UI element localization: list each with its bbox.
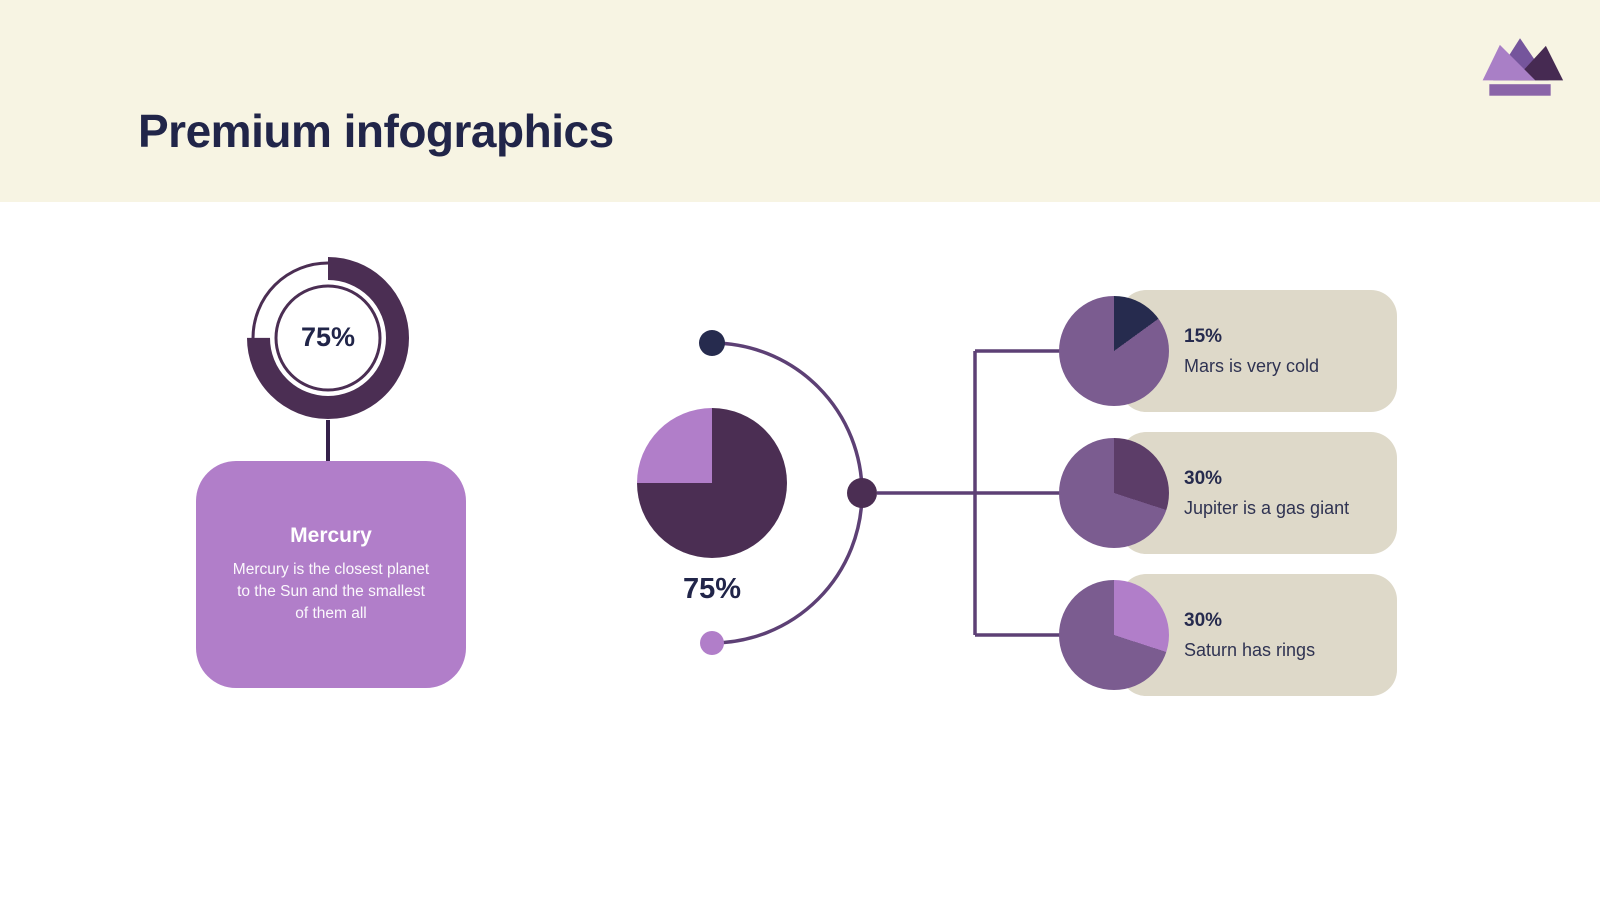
tree-connector-lines	[877, 349, 1065, 637]
saturn-description: Saturn has rings	[1184, 639, 1316, 660]
mars-percent-label: 15%	[1184, 325, 1223, 347]
arc-middle-dot	[847, 478, 877, 508]
donut-percent-label: 75%	[300, 322, 356, 352]
info-card-mars: 15% Mars is very cold	[1120, 290, 1397, 412]
mercury-card-description: Mercury is the closest planet to the Sun…	[232, 561, 430, 622]
arc-bottom-dot	[700, 631, 724, 655]
donut-inner-ring	[274, 284, 382, 392]
mercury-card: Mercury Mercury is the closest planet to…	[196, 461, 466, 688]
crown-band	[1489, 84, 1551, 96]
center-pie-percent-label: 75%	[682, 573, 742, 605]
arc-top-dot	[699, 330, 725, 356]
jupiter-description: Jupiter is a gas giant	[1184, 497, 1350, 518]
donut-fill-arc	[247, 257, 409, 419]
crown-logo-icon	[1482, 38, 1564, 96]
mercury-card-title: Mercury	[290, 524, 372, 547]
crown-left-peak	[1482, 44, 1536, 81]
center-pie-chart	[637, 408, 787, 558]
mars-description: Mars is very cold	[1184, 355, 1320, 376]
page-title: Premium infographics	[138, 105, 614, 157]
saturn-percent-label: 30%	[1184, 609, 1223, 631]
jupiter-percent-label: 30%	[1184, 467, 1223, 489]
saturn-pie-chart	[1059, 580, 1169, 690]
header-band	[0, 0, 1600, 202]
jupiter-pie-chart	[1059, 438, 1169, 548]
mars-pie-chart	[1059, 296, 1169, 406]
